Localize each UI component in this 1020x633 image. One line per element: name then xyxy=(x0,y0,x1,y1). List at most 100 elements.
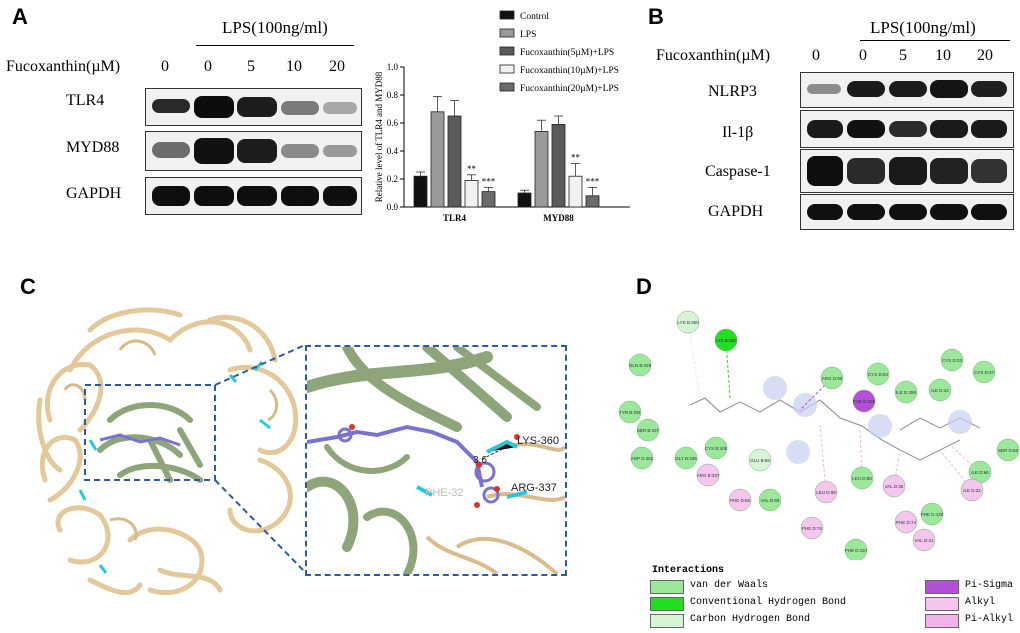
residue-node xyxy=(696,463,720,487)
legend-label: Control xyxy=(520,12,549,22)
y-tick-label: 0.2 xyxy=(387,174,398,184)
legend-swatch-conv-h xyxy=(650,597,684,611)
legend-swatch-vdw xyxy=(650,580,684,594)
legend-swatch xyxy=(499,46,515,56)
y-tick-label: 0.0 xyxy=(387,202,399,212)
lane-b-5: 20 xyxy=(977,47,993,64)
legend-label-conv-h: Conventional Hydrogen Bond xyxy=(690,597,847,608)
legend-label-pi-sigma: Pi-Sigma xyxy=(965,580,1014,591)
lps-label-a: LPS(100ng/ml) xyxy=(222,18,328,37)
residue-label: VAL D:31 xyxy=(915,538,934,543)
residue-label: ILE D:32 xyxy=(931,388,949,393)
legend-label-pi-alkyl: Pi-Alkyl xyxy=(965,614,1014,625)
blot-label-caspase1: Caspase-1 xyxy=(705,163,771,180)
legend-label-carbon-h: Carbon Hydrogen Bond xyxy=(690,614,811,625)
residue-node xyxy=(674,446,698,470)
residue-label: PHE D:66 xyxy=(730,498,751,503)
residue-label: ILE D:66 xyxy=(971,470,989,475)
residue-label: SER D:66 xyxy=(998,448,1019,453)
legend-label: LPS xyxy=(520,30,536,40)
legend-swatch-pi-alkyl xyxy=(925,614,959,628)
residue-label: LYS B:360 xyxy=(715,338,737,343)
lane-b-4: 10 xyxy=(935,47,951,64)
blot-label-gapdh-a: GAPDH xyxy=(66,185,122,202)
residue-node xyxy=(676,310,700,334)
residue-label: SER B:337 xyxy=(637,428,660,433)
residue-label: ARG B:337 xyxy=(697,473,720,478)
x-tick-label: TLR4 xyxy=(443,213,467,223)
residue-label: GLN B:329 xyxy=(629,363,652,368)
lane-a-2: 0 xyxy=(204,58,212,75)
residue-node xyxy=(728,488,752,512)
blot-myd88 xyxy=(145,131,362,171)
lane-b-3: 5 xyxy=(899,47,907,64)
residue-label: LYS B:350 xyxy=(677,320,699,325)
residue-label: PHE D:359 xyxy=(853,399,876,404)
significance-label: *** xyxy=(482,176,496,186)
blot-label-nlrp3: NLRP3 xyxy=(708,83,757,100)
blot-gapdh-b xyxy=(800,194,1014,230)
legend-label-alkyl: Alkyl xyxy=(965,597,996,608)
residue-label: TYR B:291 xyxy=(619,410,642,415)
legend-swatch xyxy=(499,82,515,92)
blot-label-gapdh-b: GAPDH xyxy=(708,203,764,220)
blot-il1b xyxy=(800,110,1014,148)
residue-label: CYS B:405 xyxy=(705,446,728,451)
panel-b-letter: B xyxy=(648,4,664,29)
residue-node xyxy=(850,466,874,490)
residue-label: ILE D:32 xyxy=(963,488,981,493)
docking-zoom: LYS-360 ARG-337 PHE-32 3.6 xyxy=(305,345,567,576)
residue-node xyxy=(972,360,996,384)
residue-label: VAL B:99 xyxy=(761,498,780,503)
lane-b-2: 0 xyxy=(859,47,867,64)
fucoxanthin-label-b: Fucoxanthin(µM) xyxy=(656,47,771,64)
residue-label: ARG D:90 xyxy=(822,376,843,381)
blot-label-il1b: Il-1β xyxy=(722,124,754,141)
residue-node xyxy=(920,502,944,526)
legend-swatch xyxy=(499,28,515,38)
interaction-line xyxy=(859,429,863,479)
legend-swatch xyxy=(499,10,515,20)
ring-halo xyxy=(948,410,972,434)
residue-node xyxy=(852,389,876,413)
blot-caspase1 xyxy=(800,149,1014,193)
residue-node xyxy=(882,474,906,498)
residue-label: GLU B:66 xyxy=(750,458,770,463)
residue-label-arg337: ARG-337 xyxy=(511,482,557,494)
legend-swatch-pi-sigma xyxy=(925,580,959,594)
residue-label: VAL D:35 xyxy=(885,484,904,489)
interaction-diagram: LYS B:350 LYS B:360 GLN B:329 TYR B:291 SER … xyxy=(618,310,1020,560)
blot-label-tlr4: TLR4 xyxy=(66,92,105,109)
significance-label: ** xyxy=(571,153,581,163)
blot-tlr4 xyxy=(145,88,362,126)
residue-label: CYS D:64 xyxy=(868,372,889,377)
lane-b-1: 0 xyxy=(812,47,820,64)
significance-label: *** xyxy=(586,176,600,186)
y-axis-label: Relative level of TLR4 and MYD88 xyxy=(374,71,384,202)
blot-label-myd88: MYD88 xyxy=(66,139,120,156)
ring-halo xyxy=(763,376,787,400)
legend-swatch xyxy=(499,64,515,74)
docking-overview xyxy=(36,307,299,596)
lane-a-4: 10 xyxy=(286,58,302,75)
residue-label: LEU D:89 xyxy=(816,490,836,495)
residue-label: ILE D:359 xyxy=(896,390,917,395)
residue-node xyxy=(714,328,738,352)
residue-node xyxy=(704,436,728,460)
residue-label: CYS D:33 xyxy=(942,358,963,363)
ring-halo xyxy=(786,440,810,464)
ring-halo xyxy=(868,414,892,438)
y-tick-label: 0.6 xyxy=(387,118,399,128)
y-tick-label: 1.0 xyxy=(387,62,399,72)
residue-label: LEU D:88 xyxy=(852,476,872,481)
residue-node xyxy=(928,378,952,402)
residue-label: PHE D:74 xyxy=(896,520,917,525)
residue-node xyxy=(820,366,844,390)
lps-label-b: LPS(100ng/ml) xyxy=(870,18,976,37)
legend-label-vdw: van der Waals xyxy=(690,580,769,591)
legend-label: Fucoxanthin(5µM)+LPS xyxy=(520,47,614,58)
residue-label: ASP D:301 xyxy=(631,456,654,461)
residue-node xyxy=(996,438,1020,462)
blot-nlrp3 xyxy=(800,72,1014,108)
